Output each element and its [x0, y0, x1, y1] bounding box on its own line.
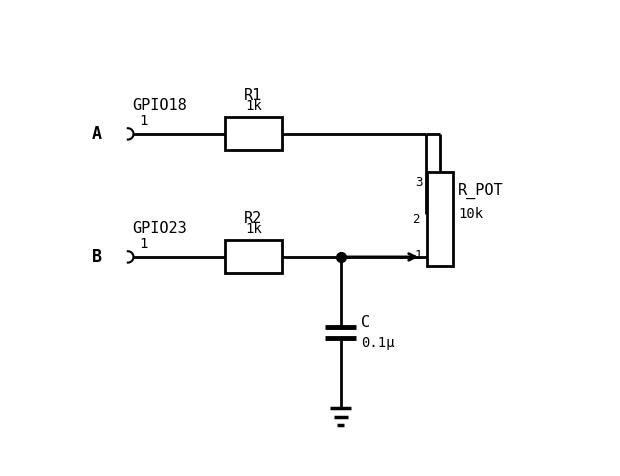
Text: R1: R1	[244, 88, 262, 103]
FancyArrowPatch shape	[343, 254, 415, 260]
Text: R_POT: R_POT	[458, 183, 503, 199]
Text: 10k: 10k	[458, 208, 483, 221]
Bar	[225, 240, 281, 274]
Text: 1: 1	[415, 248, 422, 262]
Text: GPIO18: GPIO18	[133, 98, 187, 113]
Text: 1: 1	[140, 237, 148, 251]
Text: GPIO23: GPIO23	[133, 221, 187, 236]
Text: A: A	[92, 125, 102, 143]
Text: R2: R2	[244, 211, 262, 226]
Bar	[427, 172, 453, 267]
Text: 2: 2	[412, 213, 420, 226]
Text: B: B	[92, 248, 102, 266]
Text: 1k: 1k	[245, 99, 262, 113]
Text: 1k: 1k	[245, 222, 262, 236]
Text: C: C	[361, 315, 370, 330]
Text: 0.1μ: 0.1μ	[361, 336, 394, 350]
Bar	[225, 117, 281, 150]
Text: 3: 3	[415, 177, 422, 189]
Text: 1: 1	[140, 114, 148, 128]
